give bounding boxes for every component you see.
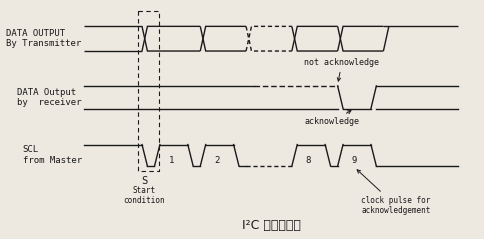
Text: Start
condition: Start condition [123, 186, 165, 205]
Text: I²C 总线的响应: I²C 总线的响应 [242, 218, 301, 232]
Text: 2: 2 [214, 157, 220, 165]
Text: not acknowledge: not acknowledge [304, 58, 379, 81]
Text: acknowledge: acknowledge [304, 111, 359, 126]
Text: DATA Output
by  receiver: DATA Output by receiver [17, 87, 82, 107]
Text: S: S [141, 176, 147, 186]
Text: clock pulse for
acknowledgement: clock pulse for acknowledgement [357, 170, 431, 215]
Text: DATA OUTPUT
By Transmitter: DATA OUTPUT By Transmitter [6, 29, 82, 48]
Text: 9: 9 [351, 157, 357, 165]
Text: 1: 1 [168, 157, 174, 165]
Text: 8: 8 [306, 157, 311, 165]
Text: SCL
from Master: SCL from Master [23, 145, 82, 164]
